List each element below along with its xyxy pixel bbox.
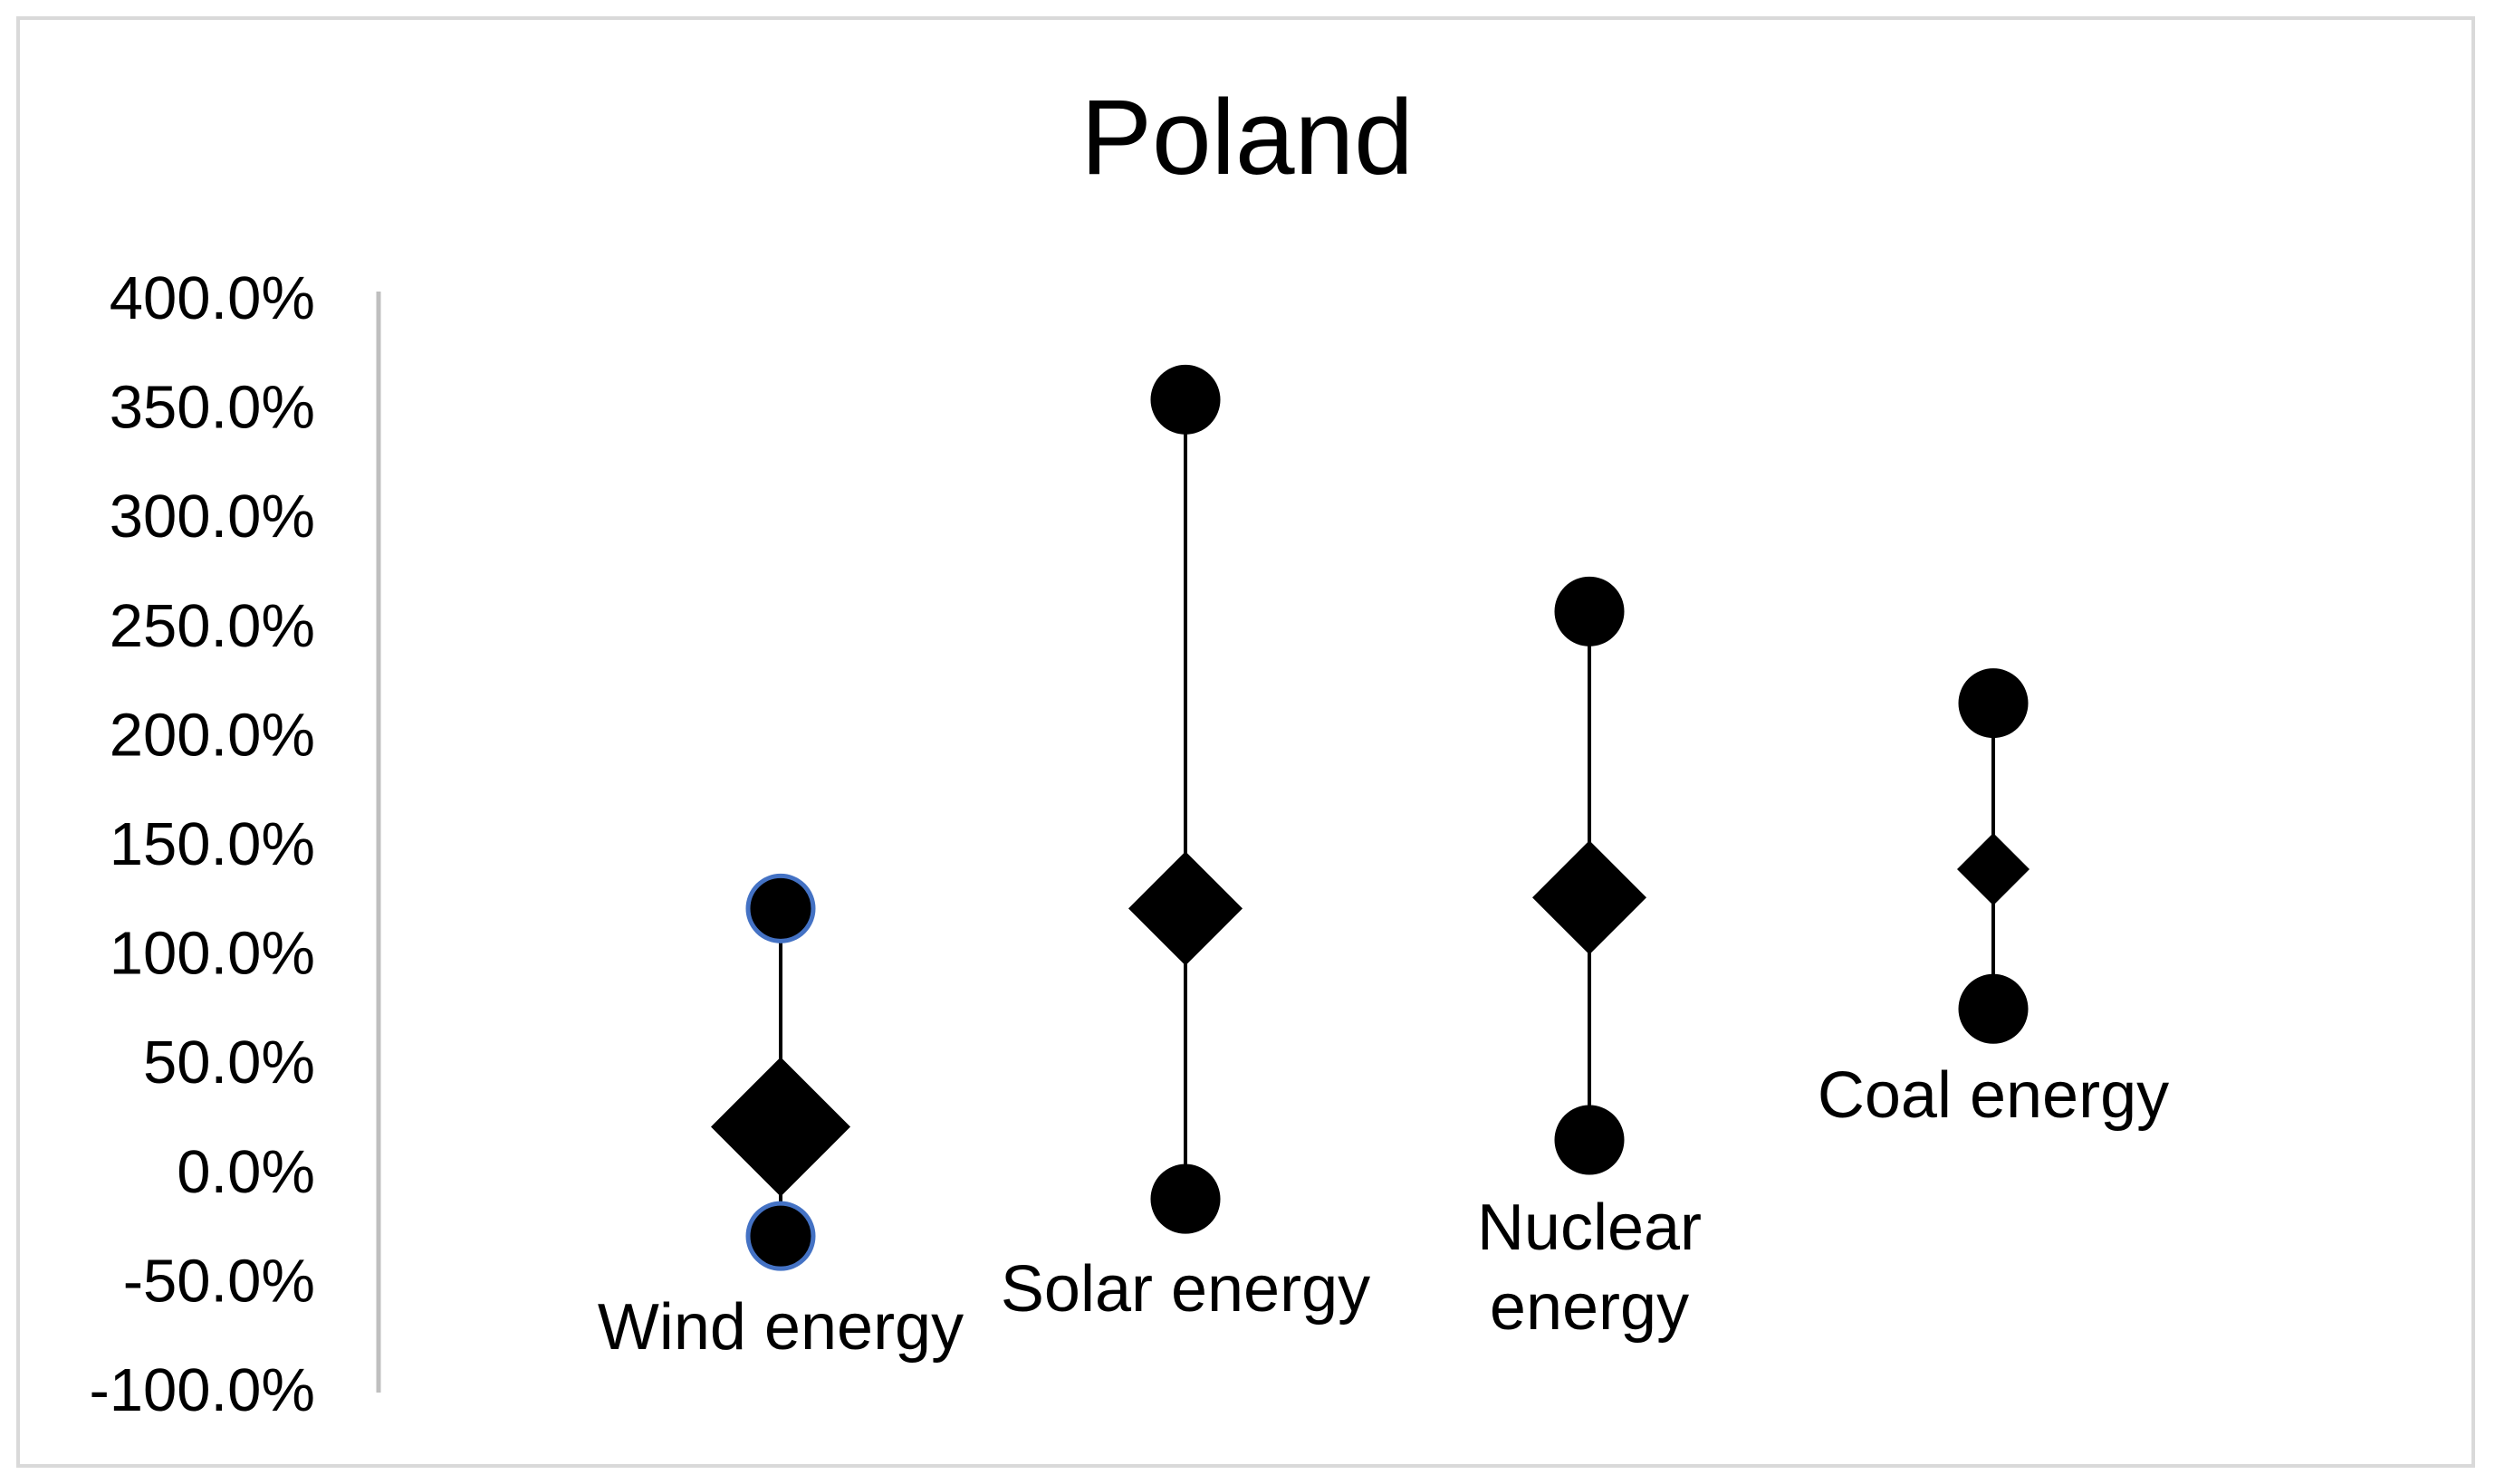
category-label: Solar energy xyxy=(1001,1253,1370,1326)
chart-title: Poland xyxy=(1080,78,1413,197)
y-tick-label: 150.0% xyxy=(110,810,315,878)
y-tick-label: 200.0% xyxy=(110,701,315,769)
low-marker-dot xyxy=(1554,1105,1625,1175)
y-tick-label: 50.0% xyxy=(143,1029,315,1096)
high-marker-dot xyxy=(1150,364,1221,435)
category-range-group xyxy=(1128,364,1243,1234)
range-series xyxy=(711,364,2030,1271)
category-label-line: Wind energy xyxy=(598,1291,964,1364)
low-marker-dot xyxy=(745,1201,816,1271)
category-label-line: Solar energy xyxy=(1001,1253,1370,1326)
category-label: Coal energy xyxy=(1818,1059,2169,1132)
y-tick-label: -50.0% xyxy=(123,1247,315,1315)
mid-marker-diamond xyxy=(1532,840,1646,955)
low-marker-dot xyxy=(1150,1163,1221,1234)
y-tick-label: 250.0% xyxy=(110,592,315,660)
high-marker-dot xyxy=(745,873,816,943)
category-label: Wind energy xyxy=(598,1291,964,1364)
mid-marker-diamond xyxy=(1957,832,2030,905)
category-label-line: energy xyxy=(1490,1271,1689,1344)
category-range-group xyxy=(711,873,850,1271)
y-tick-label: 100.0% xyxy=(110,920,315,988)
y-tick-label: -100.0% xyxy=(89,1356,315,1424)
chart-frame xyxy=(16,16,2475,1468)
y-axis-ticks: 400.0% 350.0% 300.0% 250.0% 200.0% 150.0% 100.… xyxy=(89,264,315,1424)
y-tick-label: 350.0% xyxy=(110,374,315,442)
high-marker-dot xyxy=(1958,668,2029,739)
y-tick-label: 300.0% xyxy=(110,483,315,551)
category-label: Nuclear energy xyxy=(1477,1192,1702,1344)
mid-marker-diamond xyxy=(1128,851,1243,966)
y-tick-label: 0.0% xyxy=(177,1138,315,1206)
y-tick-label: 400.0% xyxy=(110,264,315,332)
high-marker-dot xyxy=(1554,576,1625,646)
category-labels: Wind energy Solar energy Nuclear energy Coal… xyxy=(598,1059,2169,1364)
category-label-line: Coal energy xyxy=(1818,1059,2169,1132)
category-range-group xyxy=(1957,668,2030,1044)
category-range-group xyxy=(1532,576,1646,1175)
category-label-line: Nuclear xyxy=(1477,1192,1702,1264)
mid-marker-diamond xyxy=(711,1057,850,1197)
low-marker-dot xyxy=(1958,973,2029,1044)
